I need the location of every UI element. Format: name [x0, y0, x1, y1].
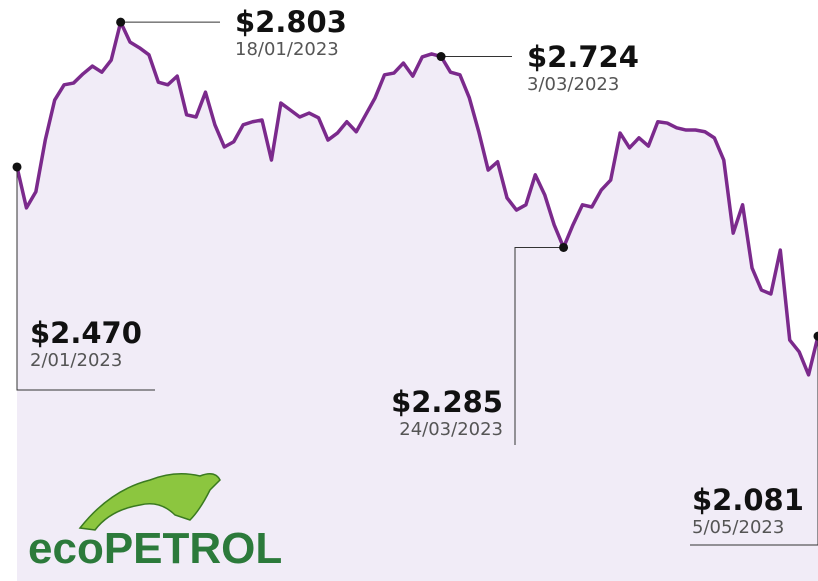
price-label: $2.470	[30, 316, 142, 350]
marker-dot	[116, 18, 125, 27]
marker-dot	[13, 162, 22, 171]
marker-dot	[559, 243, 568, 252]
price-label: $2.285	[391, 385, 503, 419]
logo-text: ecoPETROL	[28, 524, 282, 573]
chart: ecoPETROL $2.80318/01/2023 $2.7243/03/202…	[0, 0, 818, 581]
date-label: 3/03/2023	[527, 74, 619, 95]
price-label: $2.724	[527, 40, 639, 74]
price-label: $2.803	[235, 5, 347, 39]
date-label: 18/01/2023	[235, 39, 339, 60]
date-label: 24/03/2023	[399, 419, 503, 440]
date-label: 2/01/2023	[30, 350, 122, 371]
marker-dot	[814, 332, 818, 341]
price-label: $2.081	[692, 483, 804, 517]
marker-dot	[437, 52, 446, 61]
date-label: 5/05/2023	[692, 517, 784, 538]
